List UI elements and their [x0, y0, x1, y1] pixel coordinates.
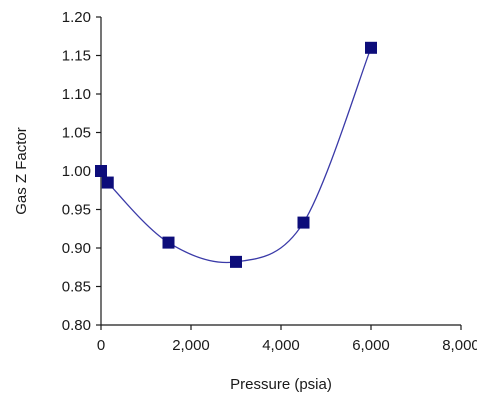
y-axis-title: Gas Z Factor: [13, 127, 30, 215]
y-tick-label: 1.20: [62, 9, 91, 26]
data-points: [95, 41, 377, 268]
ticks: 0.80 0.85 0.90 0.95 1.00 1.05 1.10 1.15 1.20 0 2,0…: [62, 9, 477, 354]
data-point: [101, 176, 114, 189]
x-tick-label: 0: [97, 337, 105, 354]
data-point: [162, 236, 175, 249]
y-tick-label: 1.00: [62, 163, 91, 180]
y-tick-label: 1.15: [62, 48, 91, 65]
y-tick-label: 1.05: [62, 125, 91, 142]
data-point: [365, 41, 377, 54]
data-point: [297, 216, 310, 229]
y-tick-label: 0.85: [62, 279, 91, 296]
x-tick-label: 4,000: [262, 337, 300, 354]
fit-curve: [99, 47, 372, 264]
data-point: [230, 255, 242, 268]
x-tick-label: 6,000: [352, 337, 390, 354]
data-point: [95, 165, 107, 177]
fit-curve-group: [99, 47, 372, 264]
y-tick-label: 1.10: [62, 86, 91, 103]
y-tick-label: 0.90: [62, 240, 91, 257]
y-tick-label: 0.95: [62, 202, 91, 219]
x-tick-label: 2,000: [172, 337, 210, 354]
y-tick-label: 0.80: [62, 317, 91, 334]
x-tick-label: 8,000: [442, 337, 477, 354]
axes: [100, 17, 461, 326]
x-axis-title: Pressure (psia): [230, 376, 332, 393]
